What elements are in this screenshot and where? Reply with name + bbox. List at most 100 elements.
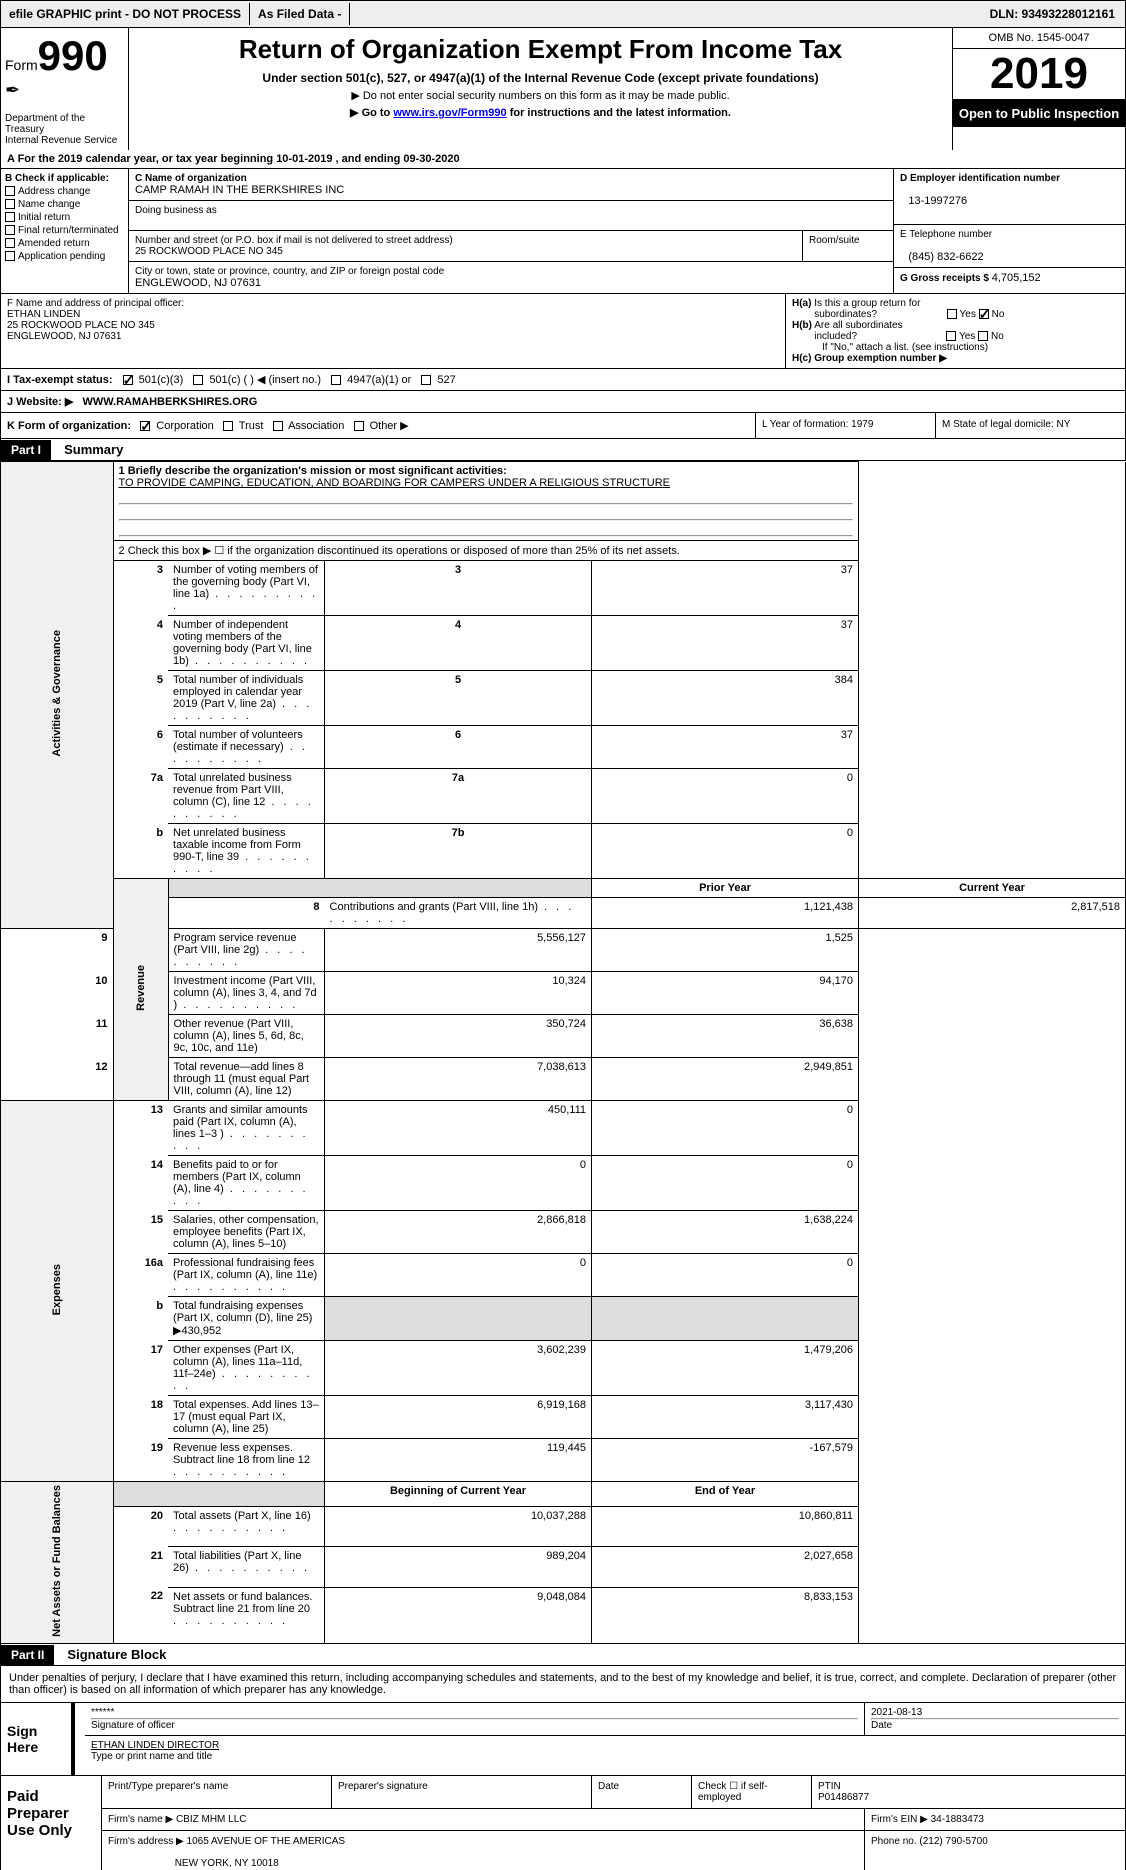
- officer-label: F Name and address of principal officer:: [7, 298, 184, 309]
- tax-year: 2019: [953, 49, 1125, 100]
- right-info: D Employer identification number 13-1997…: [893, 169, 1125, 293]
- ha-no[interactable]: [979, 309, 989, 319]
- ha-yes[interactable]: [947, 309, 957, 319]
- line-8: 8Contributions and grants (Part VIII, li…: [1, 898, 1126, 929]
- org-name-label: C Name of organization: [135, 173, 247, 184]
- line-20: 20Total assets (Part X, line 16)10,037,2…: [1, 1506, 1126, 1546]
- dept-treasury: Department of theTreasuryInternal Revenu…: [5, 113, 124, 146]
- prep-date-label: Date: [592, 1776, 692, 1808]
- f-h-section: F Name and address of principal officer:…: [0, 294, 1126, 369]
- sig-date-label: Date: [871, 1720, 892, 1731]
- chk-name-change[interactable]: Name change: [5, 199, 124, 210]
- website-label: J Website: ▶: [7, 396, 73, 408]
- sig-officer-label: Signature of officer: [91, 1720, 175, 1731]
- sig-date: 2021-08-13: [871, 1707, 922, 1718]
- line-19: 19Revenue less expenses. Subtract line 1…: [1, 1439, 1126, 1482]
- line-9: 9Program service revenue (Part VIII, lin…: [1, 929, 1126, 972]
- form-header: Form990 ✒ Department of theTreasuryInter…: [0, 28, 1126, 150]
- org-info-block: B Check if applicable: Address change Na…: [0, 169, 1126, 294]
- part1-badge: Part I: [1, 440, 51, 460]
- chk-501c3[interactable]: [123, 375, 133, 385]
- chk-initial-return[interactable]: Initial return: [5, 212, 124, 223]
- hb-yes[interactable]: [946, 331, 956, 341]
- officer-addr1: 25 ROCKWOOD PLACE NO 345: [7, 320, 155, 331]
- preparer-label: PaidPreparerUse Only: [1, 1776, 101, 1870]
- irs-link[interactable]: www.irs.gov/Form990: [393, 107, 506, 119]
- ptin-cell: PTINP01486877: [812, 1776, 1125, 1808]
- chk-4947[interactable]: [331, 375, 341, 385]
- org-name: CAMP RAMAH IN THE BERKSHIRES INC: [135, 184, 344, 196]
- line-6: 6Total number of volunteers (estimate if…: [1, 726, 1126, 769]
- line-16a: 16aProfessional fundraising fees (Part I…: [1, 1254, 1126, 1297]
- sidebar-exp: Expenses: [1, 1101, 114, 1482]
- addr-label: Number and street (or P.O. box if mail i…: [135, 235, 453, 246]
- sign-fields: ****** Signature of officer 2021-08-13 D…: [85, 1703, 1125, 1775]
- sign-block: SignHere ****** Signature of officer 202…: [0, 1703, 1126, 1776]
- section-h: H(a) Is this a group return for subordin…: [785, 294, 1125, 368]
- line2: 2 Check this box ▶ ☐ if the organization…: [113, 541, 858, 561]
- chk-address-change[interactable]: Address change: [5, 186, 124, 197]
- row-l: L Year of formation: 1979: [755, 413, 935, 438]
- firm-name-cell: Firm's name ▶ CBIZ MHM LLC: [102, 1809, 865, 1830]
- chk-amended-return[interactable]: Amended return: [5, 238, 124, 249]
- chk-association[interactable]: [273, 421, 283, 431]
- line-22: 22Net assets or fund balances. Subtract …: [1, 1587, 1126, 1643]
- line-17: 17Other expenses (Part IX, column (A), l…: [1, 1341, 1126, 1396]
- row-i: I Tax-exempt status: 501(c)(3) 501(c) ( …: [0, 369, 1126, 391]
- line-18: 18Total expenses. Add lines 13–17 (must …: [1, 1396, 1126, 1439]
- phone-value: (845) 832-6622: [908, 251, 983, 263]
- hb-note: If "No," attach a list. (see instruction…: [792, 342, 1119, 353]
- line-5: 5Total number of individuals employed in…: [1, 671, 1126, 726]
- firm-addr-cell: Firm's address ▶ 1065 AVENUE OF THE AMER…: [102, 1831, 865, 1870]
- line-11: 11Other revenue (Part VIII, column (A), …: [1, 1015, 1126, 1058]
- row-j: J Website: ▶ WWW.RAMAHBERKSHIRES.ORG: [0, 391, 1126, 413]
- efile-notice: efile GRAPHIC print - DO NOT PROCESS: [1, 3, 250, 25]
- section-c: C Name of organization CAMP RAMAH IN THE…: [129, 169, 893, 293]
- city-state-zip: ENGLEWOOD, NJ 07631: [135, 277, 261, 289]
- header-left: Form990 ✒ Department of theTreasuryInter…: [1, 28, 129, 150]
- chk-trust[interactable]: [223, 421, 233, 431]
- hb-question: H(b) Are all subordinates included? Yes …: [792, 320, 1119, 342]
- ein-label: D Employer identification number: [900, 173, 1060, 184]
- section-b: B Check if applicable: Address change Na…: [1, 169, 129, 293]
- officer-name-label: Type or print name and title: [91, 1751, 212, 1762]
- part2-title: Signature Block: [57, 1644, 176, 1665]
- asfiled-label: As Filed Data -: [250, 3, 350, 25]
- ein-value: 13-1997276: [908, 195, 967, 207]
- hb-no[interactable]: [978, 331, 988, 341]
- summary-table: Activities & Governance 1 Briefly descri…: [0, 461, 1126, 1644]
- perjury-declaration: Under penalties of perjury, I declare th…: [0, 1666, 1126, 1703]
- form-title: Return of Organization Exempt From Incom…: [141, 34, 940, 65]
- row-a-taxyear: A For the 2019 calendar year, or tax yea…: [0, 150, 1126, 169]
- line-14: 14Benefits paid to or for members (Part …: [1, 1156, 1126, 1211]
- header-mid: Return of Organization Exempt From Incom…: [129, 28, 953, 150]
- chk-application-pending[interactable]: Application pending: [5, 251, 124, 262]
- line-12: 12Total revenue—add lines 8 through 11 (…: [1, 1058, 1126, 1101]
- line-4: 4Number of independent voting members of…: [1, 616, 1126, 671]
- prep-selfemp-label: Check ☐ if self-employed: [692, 1776, 812, 1808]
- website-value: WWW.RAMAHBERKSHIRES.ORG: [83, 396, 258, 408]
- form-subtitle: Under section 501(c), 527, or 4947(a)(1)…: [141, 71, 940, 85]
- omb-number: OMB No. 1545-0047: [953, 28, 1125, 49]
- sign-here-label: SignHere: [1, 1703, 73, 1775]
- chk-other[interactable]: [354, 421, 364, 431]
- chk-corporation[interactable]: [140, 421, 150, 431]
- chk-527[interactable]: [421, 375, 431, 385]
- ssn-note: ▶ Do not enter social security numbers o…: [141, 89, 940, 102]
- row-k: K Form of organization: Corporation Trus…: [1, 413, 755, 438]
- line1: 1 Briefly describe the organization's mi…: [113, 462, 858, 541]
- public-inspection: Open to Public Inspection: [953, 100, 1125, 127]
- preparer-block: PaidPreparerUse Only Print/Type preparer…: [0, 1776, 1126, 1870]
- tax-status-label: I Tax-exempt status:: [7, 374, 113, 386]
- header-right: OMB No. 1545-0047 2019 Open to Public In…: [953, 28, 1125, 150]
- sidebar-ag: Activities & Governance: [1, 462, 114, 929]
- firm-ein-cell: Firm's EIN ▶ 34-1883473: [865, 1809, 1125, 1830]
- form-990-text: 990: [38, 32, 108, 79]
- top-bar: efile GRAPHIC print - DO NOT PROCESS As …: [0, 0, 1126, 28]
- room-label: Room/suite: [809, 235, 860, 246]
- line-7b: bNet unrelated business taxable income f…: [1, 824, 1126, 879]
- chk-final-return[interactable]: Final return/terminated: [5, 225, 124, 236]
- prep-name-label: Print/Type preparer's name: [102, 1776, 332, 1808]
- officer-name-title: ETHAN LINDEN DIRECTOR: [91, 1740, 219, 1751]
- chk-501c[interactable]: [193, 375, 203, 385]
